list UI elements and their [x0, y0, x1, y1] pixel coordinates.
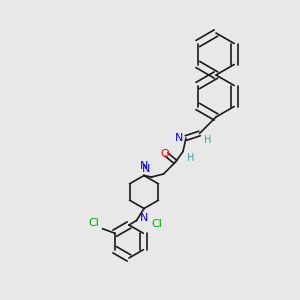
Text: N: N	[140, 213, 148, 223]
Text: N: N	[175, 133, 184, 143]
Text: N: N	[142, 164, 150, 174]
Text: Cl: Cl	[152, 218, 162, 229]
Text: O: O	[161, 149, 170, 159]
Text: H: H	[187, 153, 194, 163]
Text: Cl: Cl	[89, 218, 100, 228]
Text: H: H	[204, 135, 212, 145]
Text: N: N	[140, 161, 148, 171]
